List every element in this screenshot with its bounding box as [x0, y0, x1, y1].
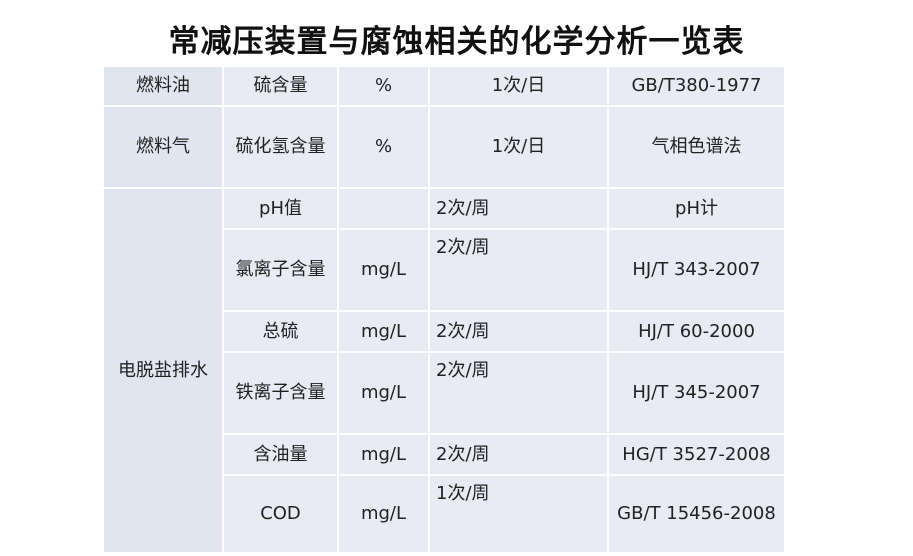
unit-cell: mg/L [337, 310, 430, 353]
page-title: 常减压装置与腐蚀相关的化学分析一览表 [168, 24, 745, 60]
unit-cell [337, 187, 430, 230]
freq-cell: 1次/日 [428, 105, 609, 189]
item-cell: 氯离子含量 [222, 228, 339, 312]
table-row: 铁离子含量 mg/L 2次/周 HJ/T 345-2007 [103, 351, 786, 435]
unit-cell: mg/L [337, 351, 430, 435]
method-cell: 气相色谱法 [607, 105, 786, 189]
table-row: COD mg/L 1次/周 GB/T 15456-2008 [103, 474, 786, 554]
table-row: 氯离子含量 mg/L 2次/周 HJ/T 343-2007 [103, 228, 786, 312]
unit-cell: mg/L [337, 474, 430, 554]
method-cell: GB/T 15456-2008 [607, 474, 786, 554]
unit-cell: % [337, 105, 430, 189]
method-cell: HJ/T 345-2007 [607, 351, 786, 435]
group-text: 电脱盐排水 [118, 359, 208, 381]
freq-cell: 2次/周 [428, 310, 609, 353]
item-text: 铁离子含量 [235, 382, 326, 403]
item-cell: 铁离子含量 [222, 351, 339, 435]
item-cell: 总硫 [222, 310, 339, 353]
unit-cell: mg/L [337, 228, 430, 312]
table-row: 燃料油 硫含量 % 1次/日 GB/T380-1977 [102, 65, 786, 107]
freq-cell: 2次/周 [428, 187, 609, 230]
unit-cell: mg/L [337, 433, 430, 476]
item-cell: COD [222, 474, 339, 554]
method-cell: pH计 [607, 187, 786, 230]
freq-cell: 1次/周 [428, 474, 609, 554]
table-row: 含油量 mg/L 2次/周 HG/T 3527-2008 [103, 433, 786, 476]
item-text: 氯离子含量 [235, 259, 326, 280]
freq-cell: 2次/周 [428, 351, 609, 435]
method-cell: GB/T380-1977 [607, 65, 786, 107]
freq-cell: 2次/周 [428, 228, 609, 312]
freq-cell: 2次/周 [428, 433, 609, 476]
table-row: 电脱盐排水 pH值 2次/周 pH计 [102, 187, 786, 554]
item-cell: 含油量 [222, 433, 339, 476]
method-cell: HG/T 3527-2008 [607, 433, 786, 476]
method-cell: HJ/T 343-2007 [607, 228, 786, 312]
table-row: 燃料气 硫化氢含量 % 1次/日 气相色谱法 [102, 105, 786, 189]
item-cell: 硫化氢含量 [222, 105, 339, 189]
group-cell: 燃料油 [102, 65, 224, 107]
group-cell: 燃料气 [102, 105, 224, 189]
group-cell: 电脱盐排水 [102, 187, 224, 554]
freq-cell: 1次/日 [428, 65, 609, 107]
analysis-table: 燃料油 硫含量 % 1次/日 GB/T380-1977 燃料气 硫化氢含量 % … [102, 65, 786, 554]
item-cell: 硫含量 [222, 65, 339, 107]
unit-cell: % [337, 65, 430, 107]
item-text: 硫化氢含量 [235, 136, 326, 157]
method-cell: HJ/T 60-2000 [607, 310, 786, 353]
item-cell: pH值 [222, 187, 339, 230]
table-row: 总硫 mg/L 2次/周 HJ/T 60-2000 [103, 310, 786, 353]
